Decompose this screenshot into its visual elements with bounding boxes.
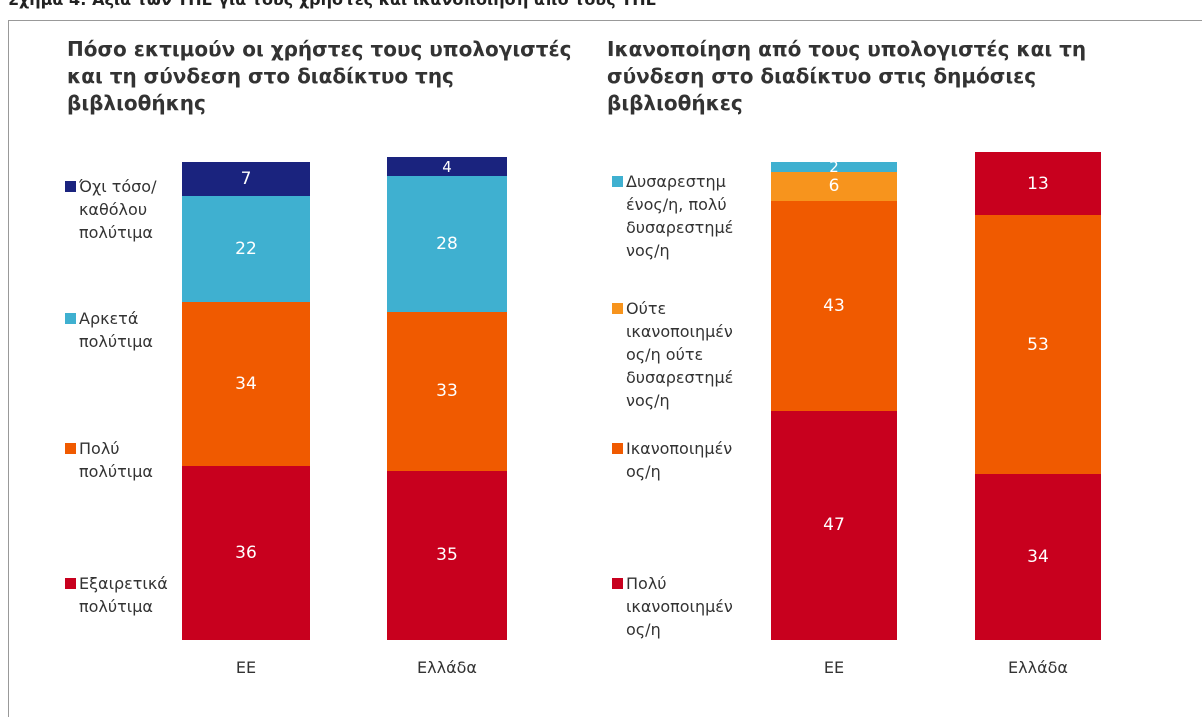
value-label: 33	[436, 381, 458, 402]
value-label: 47	[823, 515, 845, 536]
value-label: 36	[235, 543, 257, 564]
bar-segment	[182, 301, 310, 467]
value-label: 22	[235, 238, 257, 259]
legend-item: Ούτε ικανοποιημένος/η ούτε δυσαρεστημένο…	[612, 297, 734, 412]
bar-segment	[771, 200, 897, 411]
legend-swatch	[612, 303, 623, 314]
x-tick-label: ΕΕ	[823, 658, 845, 677]
legend-label: Αρκετά πολύτιμα	[79, 309, 153, 351]
bar-segment	[182, 466, 310, 640]
value-label: 13	[1027, 173, 1049, 194]
figure-title: Σχήμα 4: Αξία των ΤΠΕ για τους χρήστες κ…	[8, 0, 657, 9]
legend-swatch	[65, 313, 76, 324]
value-label: 2	[829, 157, 839, 176]
legend-swatch	[65, 181, 76, 192]
bar-segment	[771, 171, 897, 201]
bar-segment	[182, 195, 310, 302]
legend-swatch	[612, 578, 623, 589]
bar-segment	[771, 410, 897, 640]
chart-subtitle: Πόσο εκτιμούν οι χρήστες τους υπολογιστέ…	[67, 37, 572, 115]
frame	[8, 20, 1202, 717]
bar-segment	[387, 311, 507, 471]
value-label: 34	[235, 374, 257, 394]
x-tick-label: Ελλάδα	[1008, 658, 1068, 677]
legend-label: Πολύ πολύτιμα	[79, 439, 153, 481]
legend-item: Πολύ ικανοποιημένος/η	[612, 572, 734, 641]
legend-item: Όχι τόσο/καθόλου πολύτιμα	[65, 175, 187, 244]
value-label: 35	[436, 545, 458, 566]
legend-swatch	[612, 176, 623, 187]
legend-swatch	[612, 443, 623, 454]
legend-item: Αρκετά πολύτιμα	[65, 307, 187, 353]
legend-swatch	[65, 578, 76, 589]
x-tick-label: Ελλάδα	[417, 658, 477, 677]
legend-label: Ούτε ικανοποιημένος/η ούτε δυσαρεστημένο…	[626, 299, 734, 410]
legend-item: Εξαιρετικά πολύτιμα	[65, 572, 187, 618]
bar-segment	[975, 474, 1101, 640]
legend-label: Όχι τόσο/καθόλου πολύτιμα	[79, 177, 157, 242]
bar-segment	[387, 157, 507, 177]
legend-item: Δυσαρεστημένος/η, πολύ δυσαρεστημένος/η	[612, 170, 734, 262]
value-label: 43	[823, 295, 845, 316]
value-label: 7	[240, 168, 252, 189]
value-label: 34	[1027, 547, 1049, 568]
legend-label: Δυσαρεστημένος/η, πολύ δυσαρεστημένος/η	[626, 172, 734, 260]
legend-swatch	[65, 443, 76, 454]
legend-label: Ικανοποιημένος/η	[626, 439, 733, 481]
value-label: 4	[442, 157, 452, 176]
bar-segment	[975, 215, 1101, 475]
legend-label: Πολύ ικανοποιημένος/η	[626, 574, 733, 639]
value-label: 6	[828, 176, 840, 197]
value-label: 53	[1027, 334, 1049, 355]
bar-segment	[771, 161, 897, 172]
legend-item: Ικανοποιημένος/η	[612, 437, 734, 483]
legend-label: Εξαιρετικά πολύτιμα	[79, 574, 168, 616]
bar-segment	[387, 176, 507, 312]
bar-segment	[387, 470, 507, 640]
chart-subtitle: Ικανοποίηση από τους υπολογιστές και τη …	[607, 37, 1087, 115]
x-tick-label: ΕΕ	[235, 658, 257, 677]
legend-item: Πολύ πολύτιμα	[65, 437, 187, 483]
bar-segment	[975, 152, 1101, 216]
value-label: 28	[436, 233, 458, 254]
bar-segment	[182, 161, 310, 196]
